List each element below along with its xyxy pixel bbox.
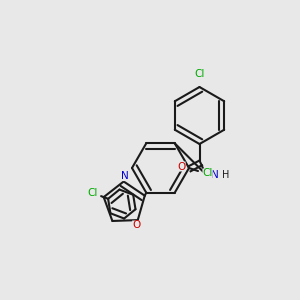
Text: Cl: Cl bbox=[202, 168, 213, 178]
Text: Cl: Cl bbox=[87, 188, 97, 197]
Text: O: O bbox=[132, 220, 140, 230]
Text: Cl: Cl bbox=[194, 69, 205, 79]
Text: O: O bbox=[177, 161, 186, 172]
Text: N: N bbox=[121, 171, 129, 181]
Text: N: N bbox=[211, 170, 219, 181]
Text: H: H bbox=[222, 170, 230, 181]
